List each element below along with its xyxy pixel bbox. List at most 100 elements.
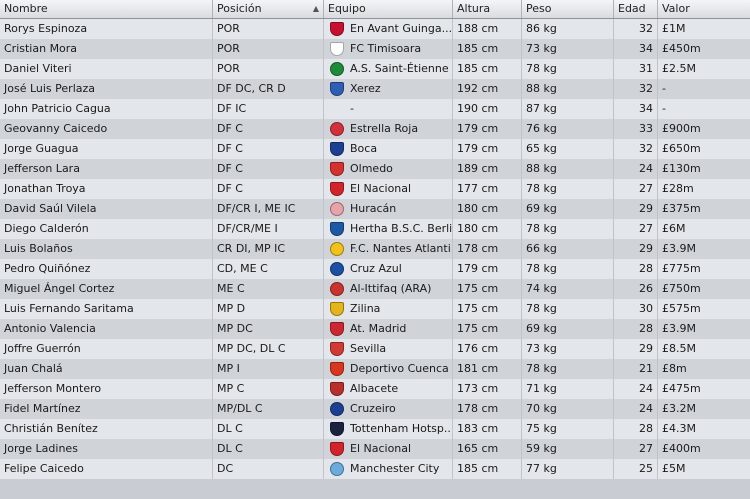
table-row[interactable]: Christián Benítez DL C Tottenham Hotsp...… (0, 419, 750, 439)
zilina-crest-icon (330, 302, 344, 316)
club-name: Al-Ittifaq (ARA) (350, 282, 432, 295)
player-club[interactable]: Hertha B.S.C. Berlin (324, 219, 453, 239)
table-row[interactable]: Juan Chalá MP I Deportivo Cuenca 181 cm 78… (0, 359, 750, 379)
player-club[interactable]: FC Timisoara (324, 39, 453, 59)
player-club[interactable]: Xerez (324, 79, 453, 99)
player-value: £130m (662, 162, 701, 175)
player-value: £3.9M (662, 242, 696, 255)
table-row[interactable]: Diego Calderón DF/CR/ME I Hertha B.S.C. B… (0, 219, 750, 239)
table-row[interactable]: José Luis Perlaza DF DC, CR D Xerez 192 c… (0, 79, 750, 99)
player-club[interactable]: Tottenham Hotsp... (324, 419, 453, 439)
club-name: Manchester City (350, 462, 440, 475)
cruz-azul-crest-icon (330, 262, 344, 276)
table-row[interactable]: Antonio Valencia MP DC At. Madrid 175 cm 6… (0, 319, 750, 339)
player-weight: 66 kg (522, 239, 614, 259)
player-name: Geovanny Caicedo (0, 119, 213, 139)
table-row[interactable]: Daniel Viteri POR A.S. Saint-Étienne 185 … (0, 59, 750, 79)
table-row[interactable]: Cristian Mora POR FC Timisoara 185 cm 73 k… (0, 39, 750, 59)
table-row[interactable]: Jorge Guagua DF C Boca 179 cm 65 kg 32 £650m (0, 139, 750, 159)
column-header-age-label: Edad (618, 2, 646, 15)
table-row[interactable]: Jorge Ladines DL C El Nacional 165 cm 59 k… (0, 439, 750, 459)
player-height: 189 cm (453, 159, 522, 179)
player-position: ME C (213, 279, 324, 299)
player-height: 192 cm (453, 79, 522, 99)
player-club[interactable]: Albacete (324, 379, 453, 399)
column-header-club[interactable]: Equipo (324, 0, 453, 18)
table-row[interactable]: Joffre Guerrón MP DC, DL C Sevilla 176 cm… (0, 339, 750, 359)
player-value: £650m (662, 142, 701, 155)
player-weight: 78 kg (522, 219, 614, 239)
player-age: 33 (614, 119, 658, 139)
cruzeiro-crest-icon (330, 402, 344, 416)
column-header-height[interactable]: Altura (453, 0, 522, 18)
player-club[interactable]: Cruz Azul (324, 259, 453, 279)
column-header-name-label: Nombre (4, 2, 48, 15)
player-club[interactable]: Estrella Roja (324, 119, 453, 139)
player-position: DF/CR/ME I (213, 219, 324, 239)
player-position: MP I (213, 359, 324, 379)
player-club[interactable]: A.S. Saint-Étienne (324, 59, 453, 79)
player-position: DF C (213, 139, 324, 159)
column-header-position[interactable]: Posición ▲ (213, 0, 324, 18)
player-height: 180 cm (453, 219, 522, 239)
club-name: Tottenham Hotsp... (350, 422, 453, 435)
player-club[interactable]: F.C. Nantes Atlanti... (324, 239, 453, 259)
player-name: Jorge Ladines (0, 439, 213, 459)
table-row[interactable]: John Patricio Cagua DF IC - 190 cm 87 kg 34… (0, 99, 750, 119)
player-position: MP D (213, 299, 324, 319)
club-name: Deportivo Cuenca (350, 362, 449, 375)
table-row[interactable]: Pedro Quiñónez CD, ME C Cruz Azul 179 cm 7… (0, 259, 750, 279)
player-position: MP DC (213, 319, 324, 339)
player-height: 175 cm (453, 279, 522, 299)
table-row[interactable]: Rorys Espinoza POR En Avant Guinga... 188… (0, 19, 750, 39)
player-weight: 75 kg (522, 419, 614, 439)
player-weight: 86 kg (522, 19, 614, 39)
table-row[interactable]: Luis Fernando Saritama MP D Zilina 175 cm… (0, 299, 750, 319)
player-value: £5M (662, 462, 686, 475)
table-row[interactable]: Jefferson Lara DF C Olmedo 189 cm 88 kg 24 £… (0, 159, 750, 179)
column-header-age[interactable]: Edad (614, 0, 658, 18)
table-row[interactable]: David Saúl Vilela DF/CR I, ME IC Huracán … (0, 199, 750, 219)
column-header-weight[interactable]: Peso (522, 0, 614, 18)
player-club[interactable]: - (324, 99, 453, 119)
player-height: 179 cm (453, 139, 522, 159)
player-value: £375m (662, 202, 701, 215)
player-name: Pedro Quiñónez (0, 259, 213, 279)
player-age: 29 (614, 199, 658, 219)
player-club[interactable]: Manchester City (324, 459, 453, 479)
player-club[interactable]: Deportivo Cuenca (324, 359, 453, 379)
player-name: Felipe Caicedo (0, 459, 213, 479)
sevilla-crest-icon (330, 342, 344, 356)
table-row[interactable]: Geovanny Caicedo DF C Estrella Roja 179 c… (0, 119, 750, 139)
club-name: En Avant Guinga... (350, 22, 453, 35)
player-value: £900m (662, 122, 701, 135)
table-row[interactable]: Luis Bolaños CR DI, MP IC F.C. Nantes Atl… (0, 239, 750, 259)
player-height: 185 cm (453, 39, 522, 59)
player-club[interactable]: En Avant Guinga... (324, 19, 453, 39)
club-name: Huracán (350, 202, 397, 215)
table-row[interactable]: Felipe Caicedo DC Manchester City 185 cm 7… (0, 459, 750, 479)
player-club[interactable]: El Nacional (324, 179, 453, 199)
no-crest (330, 102, 344, 116)
table-row[interactable]: Jonathan Troya DF C El Nacional 177 cm 78 … (0, 179, 750, 199)
player-club[interactable]: Boca (324, 139, 453, 159)
player-club[interactable]: Huracán (324, 199, 453, 219)
player-club[interactable]: Cruzeiro (324, 399, 453, 419)
column-header-value[interactable]: Valor (658, 0, 750, 18)
player-age: 34 (614, 99, 658, 119)
player-height: 185 cm (453, 59, 522, 79)
column-header-name[interactable]: Nombre (0, 0, 213, 18)
player-name: Jonathan Troya (0, 179, 213, 199)
table-row[interactable]: Fidel Martínez MP/DL C Cruzeiro 178 cm 70 … (0, 399, 750, 419)
huracan-crest-icon (330, 202, 344, 216)
player-club[interactable]: At. Madrid (324, 319, 453, 339)
player-name: José Luis Perlaza (0, 79, 213, 99)
player-club[interactable]: El Nacional (324, 439, 453, 459)
player-club[interactable]: Al-Ittifaq (ARA) (324, 279, 453, 299)
player-age: 28 (614, 259, 658, 279)
player-club[interactable]: Zilina (324, 299, 453, 319)
table-row[interactable]: Jefferson Montero MP C Albacete 173 cm 71 … (0, 379, 750, 399)
player-club[interactable]: Olmedo (324, 159, 453, 179)
player-club[interactable]: Sevilla (324, 339, 453, 359)
table-row[interactable]: Miguel Ángel Cortez ME C Al-Ittifaq (ARA)… (0, 279, 750, 299)
